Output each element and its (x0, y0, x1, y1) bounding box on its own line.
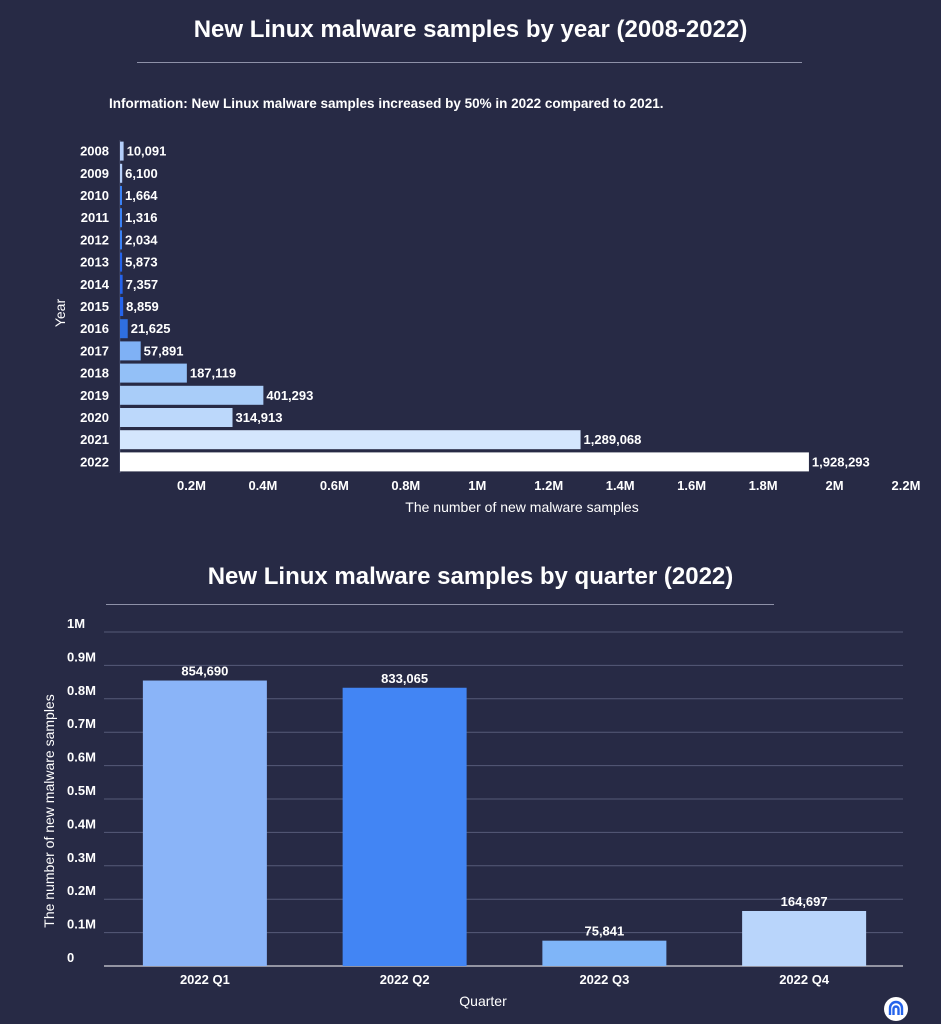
quarter-bar-2022-q3 (542, 940, 667, 966)
x-tick-label: 0.4M (248, 478, 277, 493)
year-bar-2016 (120, 319, 128, 339)
year-tick-label: 2020 (80, 410, 109, 425)
y-tick-label: 0 (67, 950, 74, 965)
year-bar-2018 (120, 363, 187, 383)
year-tick-label: 2021 (80, 432, 109, 447)
year-tick-label: 2013 (80, 255, 109, 270)
year-value-label: 7,357 (126, 277, 159, 292)
y-axis-title: Year (52, 299, 68, 328)
y-tick-label: 0.2M (67, 883, 96, 898)
year-tick-label: 2011 (81, 210, 109, 225)
year-bar-2008 (120, 141, 124, 161)
year-value-label: 10,091 (127, 144, 167, 159)
year-value-label: 314,913 (236, 410, 283, 425)
year-bar-2009 (120, 163, 123, 183)
quarter-value-label: 75,841 (584, 924, 624, 939)
year-bar-2013 (120, 252, 123, 272)
year-tick-label: 2017 (80, 343, 109, 358)
year-value-label: 8,859 (126, 299, 159, 314)
x-tick-label: 2M (826, 478, 844, 493)
year-tick-label: 2010 (80, 188, 109, 203)
year-tick-label: 2014 (80, 277, 110, 292)
year-tick-label: 2019 (80, 388, 109, 403)
y-tick-label: 0.3M (67, 850, 96, 865)
y-tick-label: 0.4M (67, 816, 96, 831)
year-tick-label: 2018 (80, 366, 109, 381)
year-tick-label: 2012 (80, 232, 109, 247)
y-tick-label: 0.8M (67, 683, 96, 698)
x-axis-title: The number of new malware samples (405, 499, 638, 515)
year-value-label: 57,891 (144, 343, 184, 358)
year-tick-label: 2022 (80, 454, 109, 469)
year-bar-2010 (120, 186, 122, 205)
year-value-label: 1,664 (125, 188, 158, 203)
year-value-label: 21,625 (131, 321, 171, 336)
year-tick-label: 2009 (80, 166, 109, 181)
year-value-label: 187,119 (190, 366, 236, 381)
year-tick-label: 2008 (80, 144, 109, 159)
year-value-label: 5,873 (125, 255, 158, 270)
quarter-bar-2022-q1 (142, 680, 267, 966)
year-bar-2022 (120, 452, 809, 472)
year-tick-label: 2016 (80, 321, 109, 336)
year-bar-2015 (120, 297, 124, 316)
quarter-bar-2022-q4 (742, 910, 867, 966)
quarter-bar-chart: 0 0.1M 0.2M 0.3M 0.4M 0.5M 0.6M 0.7M 0.8M 0.9M 1M 8… (41, 616, 903, 1009)
year-bar-2020 (120, 408, 233, 427)
year-value-label: 1,289,068 (584, 432, 642, 447)
quarter-tick-label: 2022 Q4 (779, 972, 830, 987)
year-value-label: 6,100 (125, 166, 158, 181)
x-tick-label: 1M (468, 478, 486, 493)
year-bar-2019 (120, 385, 264, 405)
quarter-tick-label: 2022 Q1 (180, 972, 230, 987)
year-bar-chart: 2008 10,091 2009 6,100 2010 1,664 2011 1,316 201… (52, 140, 921, 515)
quarter-tick-label: 2022 Q2 (380, 972, 430, 987)
year-value-label: 1,316 (125, 210, 158, 225)
year-bar-2014 (120, 274, 123, 294)
info-text: Information: New Linux malware samples i… (109, 96, 664, 111)
y-tick-label: 0.6M (67, 750, 96, 765)
page-title: New Linux malware samples by year (2008-… (193, 16, 748, 43)
quarter-tick-label: 2022 Q3 (579, 972, 629, 987)
year-bar-2012 (120, 230, 122, 250)
y-tick-label: 0.7M (67, 716, 96, 731)
year-bar-2017 (120, 341, 141, 361)
y-tick-label: 0.9M (67, 649, 96, 664)
x-tick-label: 2.2M (892, 478, 921, 493)
year-bar-2011 (120, 208, 122, 228)
quarter-value-label: 833,065 (381, 671, 428, 686)
x-tick-label: 1.2M (534, 478, 563, 493)
year-value-label: 1,928,293 (812, 454, 870, 469)
year-tick-label: 2015 (80, 299, 109, 314)
quarter-value-label: 164,697 (781, 894, 828, 909)
x-axis-title: Quarter (459, 993, 507, 1009)
x-tick-label: 1.8M (749, 478, 778, 493)
y-axis-title: The number of new malware samples (41, 694, 57, 927)
year-value-label: 2,034 (125, 232, 158, 247)
quarter-chart-title: New Linux malware samples by quarter (20… (207, 563, 734, 590)
y-tick-label: 0.1M (67, 917, 96, 932)
x-tick-label: 1.4M (606, 478, 635, 493)
quarter-value-label: 854,690 (181, 664, 228, 679)
y-tick-label: 0.5M (67, 783, 96, 798)
year-value-label: 401,293 (266, 388, 313, 403)
quarter-bar-2022-q2 (342, 687, 467, 966)
brand-logo-icon (884, 997, 908, 1021)
x-tick-label: 0.2M (177, 478, 206, 493)
x-tick-label: 1.6M (677, 478, 706, 493)
x-tick-label: 0.8M (391, 478, 420, 493)
title-divider (137, 62, 802, 63)
year-bar-2021 (120, 430, 581, 450)
y-tick-label: 1M (67, 616, 85, 631)
quarter-title-divider (106, 604, 774, 605)
x-tick-label: 0.6M (320, 478, 349, 493)
